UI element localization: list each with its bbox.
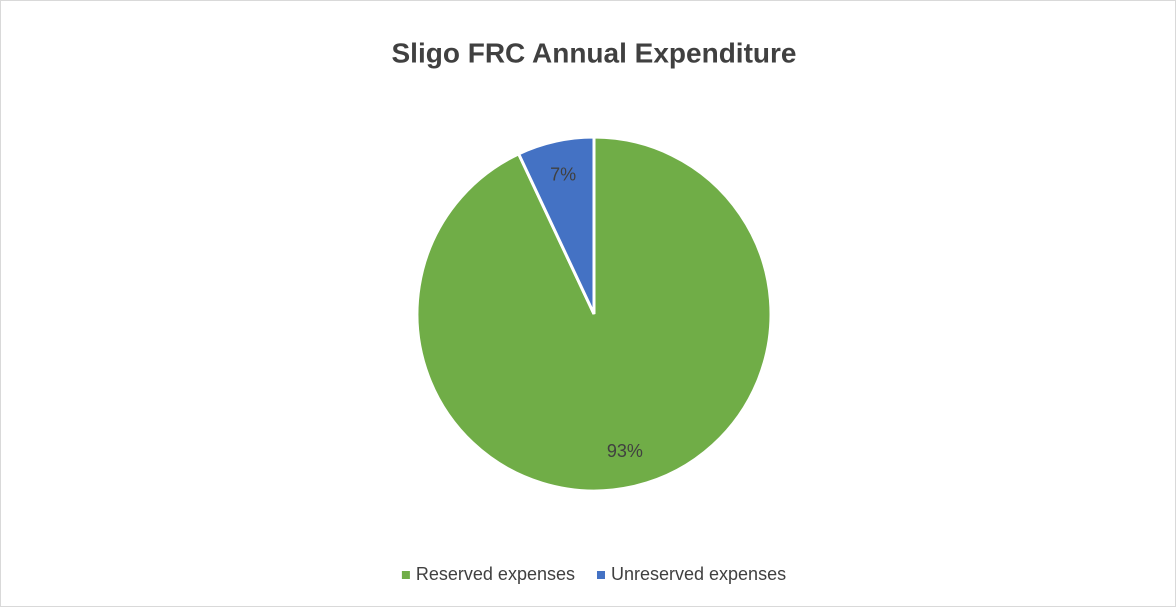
legend-marker [596, 571, 605, 579]
pie-slice [516, 135, 596, 315]
data-label: 93% [607, 441, 643, 461]
data-label: 7% [550, 165, 576, 185]
legend-label: Reserved expenses [416, 564, 575, 584]
legend-marker [401, 571, 410, 579]
chart-title: Sligo FRC Annual Expenditure [392, 37, 797, 68]
pie-slice [415, 135, 773, 493]
legend-label: Unreserved expenses [611, 564, 786, 584]
